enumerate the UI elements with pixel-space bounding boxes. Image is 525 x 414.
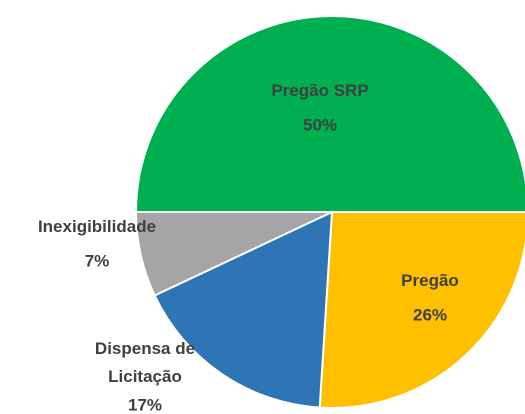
pie-slice xyxy=(318,211,525,409)
value-label: 50% xyxy=(303,115,337,134)
value-label: 26% xyxy=(413,305,447,324)
category-label: Pregão xyxy=(401,271,459,290)
category-label: Inexigibilidade xyxy=(38,217,156,236)
pie-slice xyxy=(153,210,334,409)
pie-slice xyxy=(134,15,525,213)
value-label: 7% xyxy=(85,251,110,270)
pie-slice xyxy=(134,211,333,297)
value-label: 17% xyxy=(128,395,162,414)
category-label: Pregão SRP xyxy=(271,81,368,100)
category-label: Dispensa de Licitação xyxy=(95,339,195,386)
